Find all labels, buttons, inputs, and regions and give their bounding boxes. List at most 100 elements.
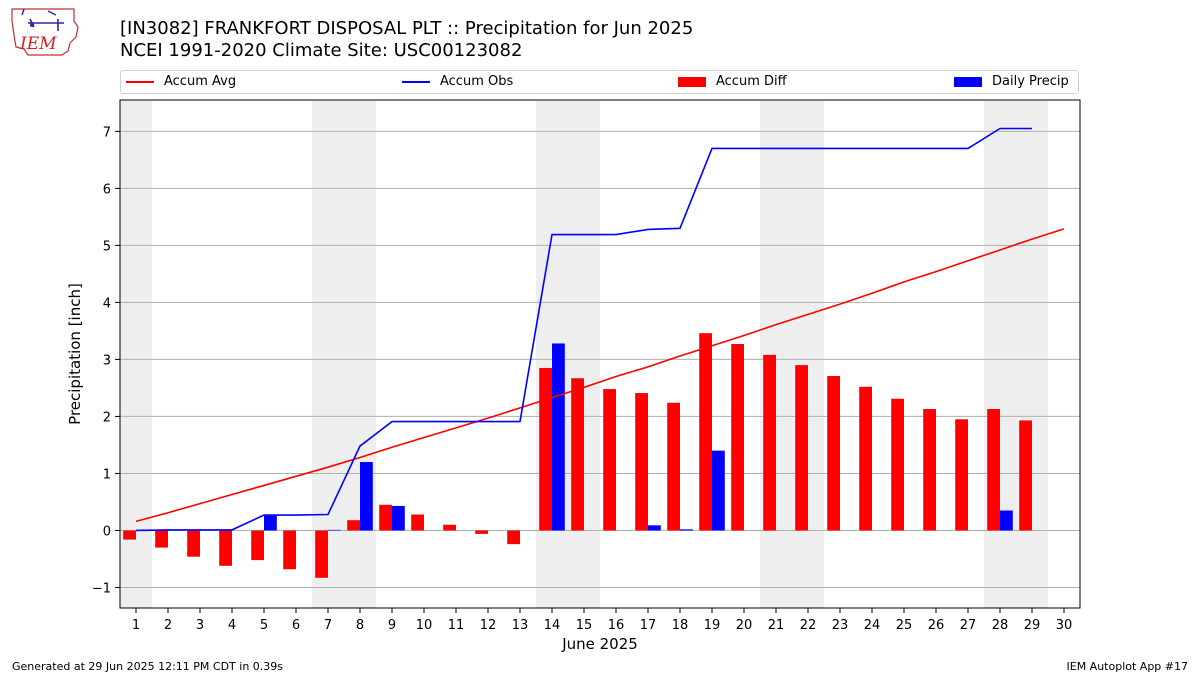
weekend-band [344, 100, 376, 608]
accum-diff-bar [315, 530, 328, 578]
accum-diff-bar [923, 409, 936, 531]
legend-swatch-accum-diff [678, 76, 706, 87]
weekend-band [984, 100, 1016, 608]
legend-item-daily-precip: Daily Precip [954, 74, 1069, 89]
x-tick-label: 30 [1056, 618, 1073, 633]
weekend-band [760, 100, 792, 608]
accum-avg-line [135, 228, 1065, 523]
accum-diff-bar [187, 530, 200, 557]
accum-diff-bar [763, 354, 776, 531]
x-tick-label: 14 [544, 618, 561, 633]
x-tick-label: 15 [576, 618, 593, 633]
x-tick-label: 16 [608, 618, 625, 633]
legend-item-accum-diff: Accum Diff [678, 74, 787, 89]
weekend-band [120, 100, 152, 608]
accum-diff-bar [251, 530, 264, 561]
x-tick-label: 22 [800, 618, 817, 633]
y-tick-label: 7 [103, 125, 111, 140]
y-tick-label: 5 [103, 239, 111, 254]
y-axis-label: Precipitation [inch] [66, 283, 84, 425]
legend-label-daily-precip: Daily Precip [992, 74, 1069, 89]
y-tick-label: 3 [103, 353, 111, 368]
accum-diff-bar [283, 530, 296, 570]
daily-precip-bar [264, 515, 277, 531]
accum-diff-bar [347, 520, 360, 531]
accum-obs-line [135, 127, 1032, 532]
accum-diff-bar [891, 398, 904, 531]
x-tick-label: 29 [1024, 618, 1041, 633]
accum-diff-bar [859, 386, 872, 531]
legend-swatch-accum-obs [402, 80, 430, 83]
chart-title: [IN3082] FRANKFORT DISPOSAL PLT :: Preci… [120, 18, 694, 39]
x-tick-label: 18 [672, 618, 689, 633]
x-tick-label: 23 [832, 618, 849, 633]
x-tick-label: 21 [768, 618, 785, 633]
accum-diff-bar [219, 530, 232, 566]
x-tick-label: 9 [388, 618, 396, 633]
accum-diff-bar [411, 514, 424, 531]
legend-label-accum-avg: Accum Avg [164, 74, 237, 89]
weekend-band [1016, 100, 1048, 608]
x-tick-label: 4 [228, 618, 236, 633]
x-tick-label: 2 [164, 618, 172, 633]
daily-precip-bar [328, 529, 341, 531]
x-tick-label: 28 [992, 618, 1009, 633]
legend-swatch-daily-precip [954, 76, 982, 87]
x-tick-label: 13 [512, 618, 529, 633]
x-tick-label: 19 [704, 618, 721, 633]
daily-precip-bar [680, 529, 693, 531]
accum-diff-bar [731, 344, 744, 531]
x-tick-label: 8 [356, 618, 364, 633]
footer-generated-text: Generated at 29 Jun 2025 12:11 PM CDT in… [12, 660, 284, 673]
legend-item-accum-avg: Accum Avg [126, 74, 236, 89]
accum-diff-bar [571, 378, 584, 531]
accum-diff-bar [635, 393, 648, 531]
weekend-band [568, 100, 600, 608]
x-tick-label: 7 [324, 618, 332, 633]
weekend-band [312, 100, 344, 608]
accum-diff-bar [507, 530, 520, 545]
y-tick-label: 0 [103, 524, 111, 539]
y-tick-label: 4 [103, 296, 111, 311]
x-tick-label: 25 [896, 618, 913, 633]
x-tick-label: 20 [736, 618, 753, 633]
daily-precip-bar [648, 525, 661, 531]
accum-diff-bar [795, 365, 808, 531]
x-tick-label: 6 [292, 618, 300, 633]
x-tick-label: 12 [480, 618, 497, 633]
legend-label-accum-obs: Accum Obs [440, 74, 514, 89]
legend-label-accum-diff: Accum Diff [716, 74, 787, 89]
accum-diff-bar [379, 504, 392, 531]
x-tick-label: 5 [260, 618, 268, 633]
x-tick-label: 17 [640, 618, 657, 633]
x-tick-label: 24 [864, 618, 881, 633]
x-tick-label: 10 [416, 618, 433, 633]
chart-legend: Accum Avg Accum Obs Accum Diff Daily Pre… [120, 70, 1079, 94]
accum-diff-bar [539, 367, 552, 531]
y-tick-label: 2 [103, 410, 111, 425]
accum-diff-bar [955, 419, 968, 531]
x-tick-label: 11 [448, 618, 465, 633]
daily-precip-bar [392, 505, 405, 531]
x-tick-label: 1 [132, 618, 140, 633]
y-tick-label: 6 [103, 182, 111, 197]
accum-diff-bar [155, 530, 168, 548]
accum-diff-bar [475, 530, 488, 534]
y-tick-label: 1 [103, 467, 111, 482]
accum-diff-bar [603, 389, 616, 531]
accum-diff-bar [699, 333, 712, 531]
accum-diff-bar [443, 524, 456, 531]
weekend-band [792, 100, 824, 608]
accum-diff-bar [827, 375, 840, 531]
x-axis-label: June 2025 [561, 635, 638, 653]
footer-app-text: IEM Autoplot App #17 [1066, 660, 1189, 673]
legend-item-accum-obs: Accum Obs [402, 74, 513, 89]
daily-precip-bar [552, 343, 565, 531]
x-tick-label: 26 [928, 618, 945, 633]
legend-swatch-accum-avg [126, 80, 154, 83]
x-tick-label: 27 [960, 618, 977, 633]
daily-precip-bar [360, 462, 373, 531]
accum-diff-bar [667, 402, 680, 531]
x-tick-label: 3 [196, 618, 204, 633]
